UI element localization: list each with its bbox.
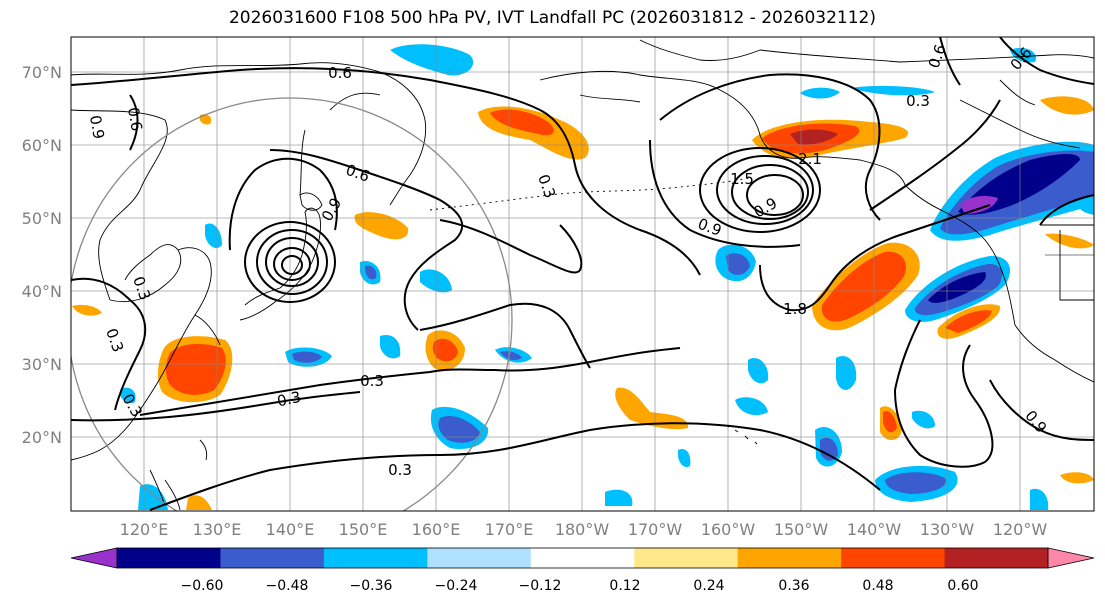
colorbar-segment (841, 548, 946, 568)
colorbar-segment (737, 548, 842, 568)
colorbar-segment (427, 548, 532, 568)
contour-label: 0.3 (360, 372, 384, 390)
negative-anomaly-aleutian (390, 44, 474, 76)
longitude-labels: 120°E 130°E 140°E 150°E 160°E 170°E 180°… (120, 520, 1048, 539)
graticule (71, 37, 1094, 511)
lon-tick-label: 120°W (993, 520, 1048, 539)
colorbar-tick-label: 0.36 (778, 578, 809, 594)
lat-tick-label: 50°N (22, 209, 62, 228)
colorbar-segment (220, 548, 325, 568)
colorbar-ticks: −0.60 −0.48 −0.36 −0.24 −0.12 0.12 0.24 … (181, 578, 979, 594)
colorbar-tick-label: 0.12 (609, 578, 640, 594)
colorbar-tick-label: −0.48 (266, 578, 309, 594)
lon-tick-label: 150°W (774, 520, 829, 539)
lon-tick-label: 180°W (555, 520, 610, 539)
ivt-shading (72, 44, 1094, 510)
lon-tick-label: 150°E (339, 520, 388, 539)
region-circle (71, 97, 513, 511)
colorbar-tick-label: −0.12 (519, 578, 562, 594)
lat-tick-label: 30°N (22, 355, 62, 374)
colorbar-tick-label: 0.48 (862, 578, 893, 594)
lon-tick-label: 130°E (193, 520, 242, 539)
colorbar-extend-right (1047, 547, 1095, 569)
colorbar-segment (323, 548, 428, 568)
lon-tick-label: 140°W (847, 520, 902, 539)
lon-tick-label: 120°E (120, 520, 169, 539)
lat-tick-label: 40°N (22, 282, 62, 301)
contour-label: 1.5 (730, 170, 754, 188)
lat-tick-label: 70°N (22, 63, 62, 82)
colorbar-tick-label: −0.24 (435, 578, 478, 594)
colorbar-segment (634, 548, 739, 568)
lon-tick-label: 140°E (266, 520, 315, 539)
map-title: 2026031600 F108 500 hPa PV, IVT Landfall… (228, 8, 876, 28)
contour-label: 0.9 (86, 114, 108, 141)
colorbar-tick-label: −0.36 (350, 578, 393, 594)
contour-label: 0.3 (906, 92, 930, 110)
lon-tick-label: 170°W (628, 520, 683, 539)
pv-contours (71, 37, 1094, 511)
lon-tick-label: 160°E (412, 520, 461, 539)
lat-tick-label: 60°N (22, 136, 62, 155)
colorbar-frame (116, 547, 1049, 569)
coastlines (71, 39, 1094, 511)
colorbar-tick-label: 0.60 (947, 578, 978, 594)
contour-label: 0.6 (124, 106, 146, 133)
map-frame (70, 36, 1095, 512)
lat-tick-label: 20°N (22, 428, 62, 447)
colorbar-segment (117, 548, 221, 568)
contour-label: 2.1 (798, 150, 822, 168)
lon-tick-label: 130°W (920, 520, 975, 539)
colorbar: −0.60 −0.48 −0.36 −0.24 −0.12 0.12 0.24 … (70, 547, 1095, 594)
colorbar-segment (530, 548, 635, 568)
lon-tick-label: 160°W (701, 520, 756, 539)
lon-tick-label: 170°E (485, 520, 534, 539)
colorbar-extend-left (70, 547, 118, 569)
contour-labels: 0.6 0.6 0.6 0.9 0.9 0.3 0.3 0.3 0.3 0.3 … (86, 42, 1050, 479)
contour-label: 0.6 (328, 64, 352, 82)
colorbar-segment (944, 548, 1049, 568)
latitude-labels: 70°N 60°N 50°N 40°N 30°N 20°N (22, 63, 62, 447)
contour-label: 0.3 (275, 388, 302, 411)
colorbar-tick-label: −0.60 (181, 578, 224, 594)
contour-label: 0.3 (388, 461, 412, 479)
contour-label: 1.8 (783, 300, 807, 318)
colorbar-tick-label: 0.24 (693, 578, 724, 594)
